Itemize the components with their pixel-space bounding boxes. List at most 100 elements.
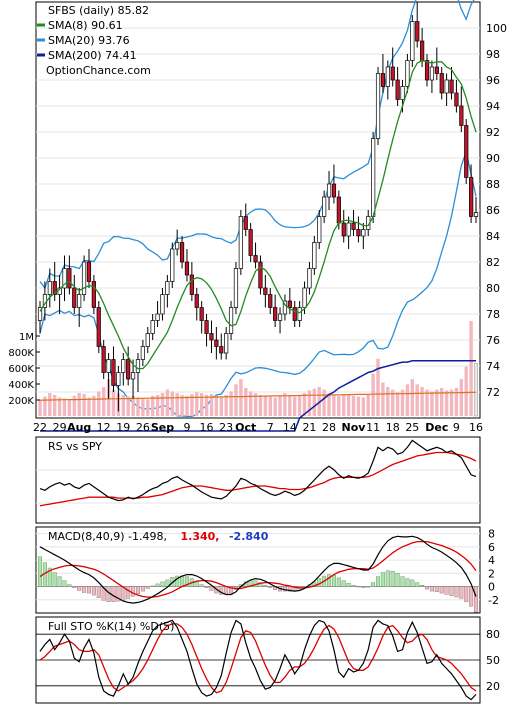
x-tick-label: Nov	[342, 421, 367, 434]
candle-body	[395, 79, 400, 100]
volume-bar	[293, 396, 297, 416]
sto-tick-label: 20	[486, 680, 500, 693]
volume-bar	[361, 397, 365, 416]
candle-body	[170, 248, 175, 282]
price-tick-label: 78	[486, 308, 500, 321]
volume-bar	[410, 379, 414, 416]
volume-bar	[327, 393, 331, 416]
volume-bar	[219, 396, 223, 416]
volume-bar	[440, 387, 444, 416]
volume-bar	[175, 393, 179, 416]
sto-tick-label: 50	[486, 654, 500, 667]
volume-bar	[273, 397, 277, 416]
x-tick-label: 26	[136, 421, 150, 434]
price-tick-label: 96	[486, 74, 500, 87]
candle-body	[126, 359, 131, 380]
x-tick-label: 21	[302, 421, 316, 434]
macd-histogram-bar	[429, 586, 434, 592]
price-tick-label: 74	[486, 360, 500, 373]
volume-bar	[82, 394, 86, 416]
volume-bar	[381, 382, 385, 416]
macd-tick-label: 0	[488, 581, 495, 594]
volume-bar	[342, 394, 346, 416]
macd-histogram-bar	[454, 586, 459, 598]
macd-hist-value: -2.840	[229, 530, 269, 543]
candle-body	[160, 294, 165, 315]
candle-body	[469, 177, 474, 217]
volume-bar	[346, 394, 351, 416]
macd-histogram-bar	[444, 586, 449, 595]
candle-body	[111, 359, 116, 386]
macd-histogram-bar	[135, 586, 140, 595]
macd-histogram-bar	[116, 586, 121, 602]
candle-body	[287, 300, 292, 308]
volume-bar	[454, 387, 459, 416]
candle-body	[263, 287, 268, 295]
volume-bar	[312, 388, 316, 416]
volume-bar	[200, 393, 204, 416]
candle-body	[346, 222, 351, 237]
macd-histogram-bar	[420, 585, 425, 587]
upper-band	[39, 0, 475, 290]
sto-y-axis: 80 50 20	[486, 628, 500, 693]
macd-histogram-bar	[263, 585, 268, 587]
macd-histogram-bar	[228, 586, 233, 594]
macd-histogram-bar	[77, 586, 82, 591]
volume-tick-label: 400K	[8, 380, 34, 391]
volume-bar	[430, 391, 434, 416]
volume-average-line	[39, 391, 477, 401]
volume-bar	[400, 389, 405, 416]
candle-body	[101, 346, 106, 373]
volume-bar	[38, 400, 42, 416]
volume-bar	[48, 393, 52, 416]
volume-bar	[131, 395, 135, 416]
volume-bar	[332, 394, 336, 416]
sto-d-line	[39, 623, 477, 694]
volume-bar	[283, 393, 287, 416]
x-tick-label: 12	[97, 421, 111, 434]
sto-k-line	[39, 619, 477, 701]
candle-body	[326, 183, 332, 198]
macd-tick-label: 6	[488, 541, 495, 554]
x-tick-label: 16	[200, 421, 214, 434]
candle-body	[165, 281, 170, 295]
volume-bar	[307, 390, 312, 416]
candle-body	[282, 300, 288, 315]
macd-histogram-bar	[57, 576, 62, 587]
macd-tick-label: 2	[488, 567, 495, 580]
volume-bar	[170, 391, 174, 416]
volume-bar	[464, 366, 468, 416]
macd-histogram-bar	[91, 586, 96, 596]
macd-signal-line	[39, 540, 477, 598]
rs-title: RS vs SPY	[48, 440, 102, 453]
volume-bar	[195, 392, 199, 417]
volume-bar	[214, 395, 219, 416]
volume-bar	[72, 395, 76, 416]
x-tick-label: Sep	[151, 421, 174, 434]
candle-body	[47, 281, 52, 295]
candle-body	[420, 40, 425, 61]
x-tick-label: 14	[283, 421, 297, 434]
macd-histogram-bar	[366, 586, 371, 588]
volume-bar	[435, 389, 439, 416]
price-tick-label: 86	[486, 204, 500, 217]
x-tick-label: 7	[267, 421, 274, 434]
candle-body	[130, 372, 136, 380]
volume-bar	[459, 379, 463, 416]
volume-bars	[38, 321, 478, 417]
price-tick-label: 84	[486, 230, 500, 243]
volume-y-axis: 1M 800K 600K 400K 200K	[8, 332, 40, 407]
macd-label: MACD(8,40,9) -1.498,	[48, 530, 167, 543]
volume-bar	[102, 387, 106, 416]
volume-bar	[57, 397, 62, 416]
x-tick-label: 29	[53, 421, 67, 434]
candle-body	[224, 333, 229, 354]
volume-bar	[297, 395, 302, 416]
macd-histogram-bar	[86, 586, 91, 594]
volume-bar	[97, 391, 101, 416]
candle-body	[331, 183, 337, 198]
volume-bar	[405, 384, 410, 416]
volume-bar	[366, 394, 370, 416]
candle-body	[439, 73, 444, 94]
